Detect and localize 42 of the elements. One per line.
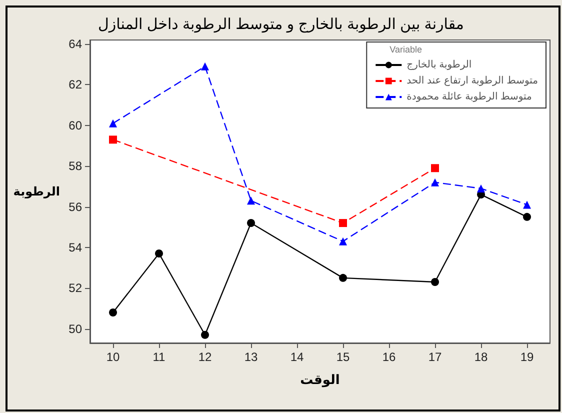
y-tick-label: 56 bbox=[68, 200, 82, 214]
point bbox=[339, 219, 347, 228]
y-tick-label: 62 bbox=[68, 78, 82, 92]
point bbox=[339, 237, 347, 246]
y-tick-label: 58 bbox=[68, 159, 82, 174]
y-tick-label: 52 bbox=[68, 281, 82, 296]
x-tick-label: 13 bbox=[244, 350, 258, 364]
point bbox=[109, 308, 117, 316]
point bbox=[247, 196, 255, 205]
y-tick-label: 50 bbox=[68, 322, 82, 336]
x-tick-label: 12 bbox=[198, 350, 212, 364]
chart-title: مقارنة بين الرطوبة بالخارج و متوسط الرطوبة داخل المنازل bbox=[98, 16, 464, 33]
point bbox=[201, 330, 209, 339]
x-tick-label: 15 bbox=[336, 350, 350, 364]
x-tick-label: 18 bbox=[474, 350, 488, 364]
point bbox=[201, 62, 209, 70]
point bbox=[431, 164, 439, 172]
x-tick-label: 17 bbox=[428, 350, 442, 364]
point bbox=[339, 274, 347, 282]
y-tick-label: 64 bbox=[68, 37, 82, 52]
x-tick-label: 14 bbox=[290, 350, 304, 364]
legend-title: Variable bbox=[390, 44, 422, 54]
point bbox=[431, 278, 439, 286]
x-tick-label: 19 bbox=[520, 350, 534, 364]
point bbox=[523, 200, 531, 209]
point bbox=[431, 178, 439, 186]
y-axis-title: الرطوبة bbox=[13, 184, 60, 198]
x-tick-label: 16 bbox=[382, 350, 396, 364]
legend-label: متوسط الرطوبة عائلة محمودة bbox=[406, 92, 532, 102]
point bbox=[109, 136, 117, 144]
x-axis-title: الوقت bbox=[300, 372, 340, 388]
y-tick-label: 54 bbox=[68, 240, 82, 254]
legend-label: متوسط الرطوبة ارتفاع عند الحد bbox=[406, 76, 538, 86]
x-tick-label: 10 bbox=[106, 350, 120, 364]
point bbox=[477, 184, 485, 192]
x-tick-label: 11 bbox=[152, 350, 166, 364]
y-tick-label: 60 bbox=[68, 118, 82, 132]
point bbox=[155, 250, 163, 258]
point bbox=[523, 212, 531, 221]
point bbox=[109, 119, 117, 128]
point bbox=[247, 219, 255, 228]
legend-label: الرطوبة بالخارج bbox=[406, 60, 472, 70]
